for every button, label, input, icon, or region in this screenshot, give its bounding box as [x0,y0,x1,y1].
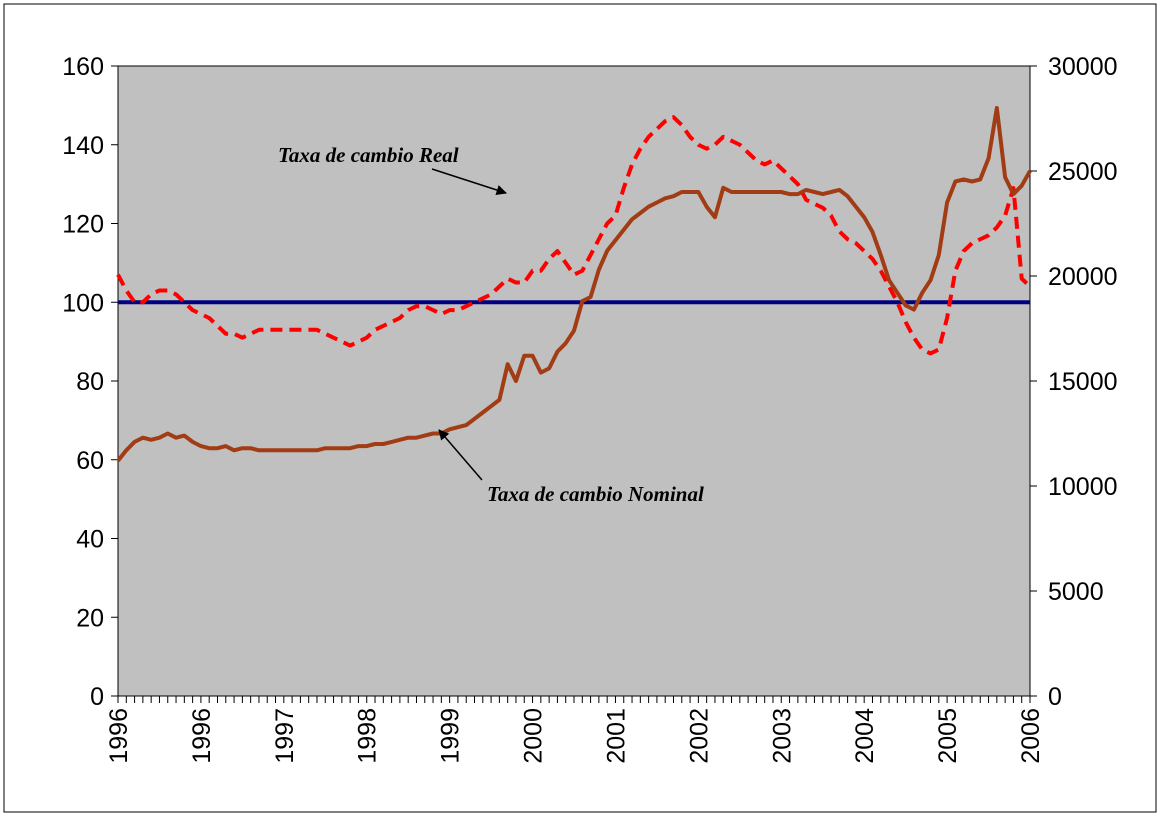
y-tick-label: 60 [76,447,104,475]
x-tick-label: 1996 [188,708,216,764]
x-tick-label: 1999 [437,708,465,764]
y-tick-label: 0 [90,683,104,711]
y-tick-label: 20 [76,604,104,632]
x-tick-label: 2002 [685,708,713,764]
x-tick-label: 1997 [271,708,299,764]
annotation-arrow [438,429,483,481]
y2-tick-label: 20000 [1048,263,1118,291]
x-tick-label: 2000 [520,708,548,764]
annotation: Taxa de cambio Nominal [487,482,704,506]
y2-tick-label: 10000 [1048,473,1118,501]
x-tick-label: 2001 [602,708,630,764]
annotation: Taxa de cambio Real [278,143,459,167]
annotation-arrow [431,168,507,196]
plot-area [117,65,1031,697]
y-tick-label: 120 [62,211,104,239]
y-tick-label: 80 [76,368,104,396]
series-line [116,106,1032,463]
x-tick-label: 2006 [1017,708,1045,764]
y2-tick-label: 5000 [1048,578,1104,606]
y-tick-label: 100 [62,289,104,317]
y-tick-label: 160 [62,53,104,81]
y2-tick-label: 0 [1048,683,1062,711]
y-tick-label: 140 [62,132,104,160]
x-tick-label: 1998 [354,708,382,764]
y-tick-label: 40 [76,526,104,554]
x-tick-label: 2004 [851,708,879,764]
x-tick-label: 2003 [768,708,796,764]
x-tick-label: 2005 [934,708,962,764]
y2-tick-label: 15000 [1048,368,1118,396]
x-tick-label: 1996 [105,708,133,764]
y2-tick-label: 25000 [1048,158,1118,186]
y2-tick-label: 30000 [1048,53,1118,81]
